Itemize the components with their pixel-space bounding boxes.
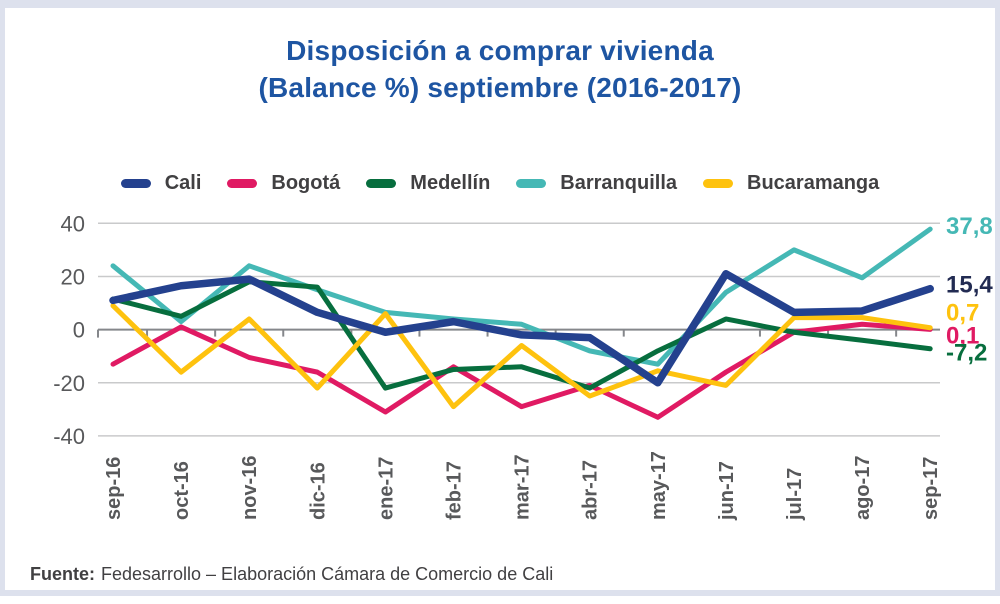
legend-swatch-medellín (366, 179, 397, 188)
chart-title-line1: Disposición a comprar vivienda (286, 35, 714, 66)
legend-label-barranquilla: Barranquilla (560, 172, 677, 194)
x-axis-label-may-17: may-17 (648, 451, 670, 520)
legend-item-bucaramanga: Bucaramanga (703, 172, 879, 195)
source-text: Fedesarrollo – Elaboración Cámara de Com… (101, 564, 554, 584)
end-label-barranquilla: 37,8 (946, 213, 993, 240)
legend-item-barranquilla: Barranquilla (516, 172, 677, 195)
series-line-bucaramanga (110, 303, 933, 410)
y-tick-label: 40 (61, 211, 85, 236)
x-axis-label-mar-17: mar-17 (512, 454, 534, 520)
y-tick-label: 0 (73, 318, 85, 343)
y-tick-label: 20 (61, 264, 85, 289)
legend-label-bogotá: Bogotá (271, 172, 341, 194)
x-axis-label-jul-17: jul-17 (784, 468, 806, 521)
chart-title: Disposición a comprar vivienda (Balance … (5, 32, 995, 106)
end-label-bucaramanga: 0,7 (946, 300, 979, 327)
y-tick-label: -40 (53, 424, 85, 449)
x-axis-label-feb-17: feb-17 (444, 461, 466, 520)
legend-label-medellín: Medellín (410, 172, 491, 194)
x-axis-label-dic-16: dic-16 (307, 462, 329, 520)
chart-legend: Cali Bogotá Medellín Barranquilla Bucaramang… (5, 172, 995, 195)
end-label-cali: 15,4 (946, 272, 993, 299)
x-axis-label-sep-16: sep-16 (103, 457, 125, 520)
legend-item-cali: Cali (120, 172, 202, 195)
x-axis-label-ene-17: ene-17 (375, 457, 397, 520)
series-line-cali (109, 270, 934, 387)
legend-label-cali: Cali (164, 172, 202, 194)
legend-item-medellín: Medellín (366, 172, 490, 195)
x-axis-label-abr-17: abr-17 (580, 460, 602, 520)
x-axis-label-ago-17: ago-17 (852, 456, 874, 520)
end-label-bogotá: 0,1 (946, 322, 979, 349)
line-chart: 40 20 0 -20 -40 sep-16 oct-16 nov-16 dic-16 ene-1… (53, 211, 993, 521)
x-axis-label-sep-17: sep-17 (920, 457, 942, 520)
end-label-medellín: -7,2 (946, 340, 987, 367)
legend-swatch-bucaramanga (703, 179, 733, 188)
x-axis-label-oct-16: oct-16 (171, 461, 193, 520)
legend-label-bucaramanga: Bucaramanga (747, 172, 880, 194)
x-axis-label-jun-17: jun-17 (716, 461, 738, 521)
legend-swatch-cali (120, 179, 151, 188)
legend-swatch-barranquilla (516, 179, 547, 188)
source-note: Fuente: Fedesarrollo – Elaboración Cámara… (30, 564, 553, 585)
source-label: Fuente: (30, 564, 95, 584)
x-axis-label-nov-16: nov-16 (239, 456, 261, 520)
legend-swatch-bogotá (227, 179, 258, 188)
legend-item-bogotá: Bogotá (227, 172, 340, 195)
chart-title-line2: (Balance %) septiembre (2016-2017) (258, 72, 742, 103)
series-line-barranquilla (110, 226, 933, 367)
y-tick-label: -20 (53, 371, 85, 396)
